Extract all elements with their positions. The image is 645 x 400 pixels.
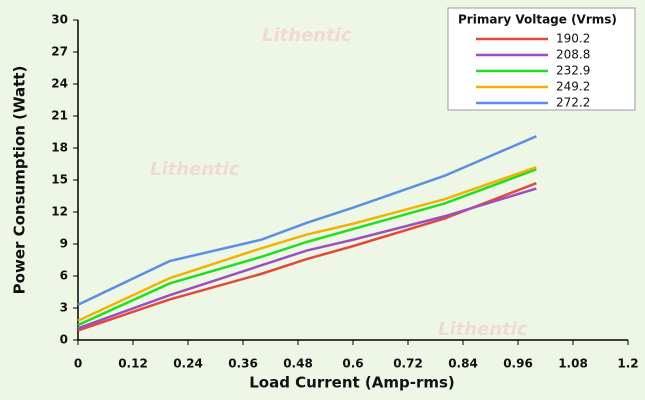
- x-tick-label: 0.72: [393, 357, 423, 371]
- series-line: [77, 135, 537, 306]
- watermark: Lithentic: [438, 319, 528, 340]
- x-tick-label: 1.08: [558, 357, 588, 371]
- legend-label: 232.9: [556, 64, 590, 78]
- legend-label: 190.2: [556, 32, 590, 46]
- y-tick-label: 15: [51, 173, 68, 187]
- y-tick-label: 9: [60, 237, 68, 251]
- x-tick-label: 0.12: [118, 357, 148, 371]
- y-tick-label: 21: [51, 109, 68, 123]
- y-axis-label: Power Consumption (Watt): [11, 66, 29, 295]
- legend-title: Primary Voltage (Vrms): [458, 13, 617, 27]
- y-tick-label: 27: [51, 45, 68, 59]
- series-line: [77, 168, 537, 327]
- series-line: [77, 182, 537, 332]
- x-tick-label: 0.96: [503, 357, 533, 371]
- y-tick-label: 18: [51, 141, 68, 155]
- x-tick-label: 0.84: [448, 357, 478, 371]
- legend-box: [447, 7, 636, 111]
- legend-label: 272.2: [556, 96, 590, 110]
- y-tick-label: 3: [60, 301, 68, 315]
- x-tick-label: 0.24: [173, 357, 203, 371]
- legend-label: 249.2: [556, 80, 590, 94]
- legend-label: 208.8: [556, 48, 590, 62]
- watermark: Lithentic: [262, 25, 352, 46]
- series-line: [77, 166, 537, 322]
- x-tick-label: 1.2: [617, 357, 638, 371]
- watermark: Lithentic: [150, 159, 240, 180]
- series-line: [77, 187, 537, 330]
- y-tick-label: 30: [51, 13, 68, 27]
- y-tick-label: 0: [60, 333, 68, 347]
- x-tick-label: 0: [74, 357, 82, 371]
- x-tick-label: 0.6: [342, 357, 363, 371]
- y-tick-label: 24: [51, 77, 68, 91]
- y-tick-label: 6: [60, 269, 68, 283]
- x-tick-label: 0.36: [228, 357, 258, 371]
- y-tick-label: 12: [51, 205, 68, 219]
- x-tick-label: 0.48: [283, 357, 313, 371]
- x-axis-label: Load Current (Amp-rms): [249, 374, 455, 392]
